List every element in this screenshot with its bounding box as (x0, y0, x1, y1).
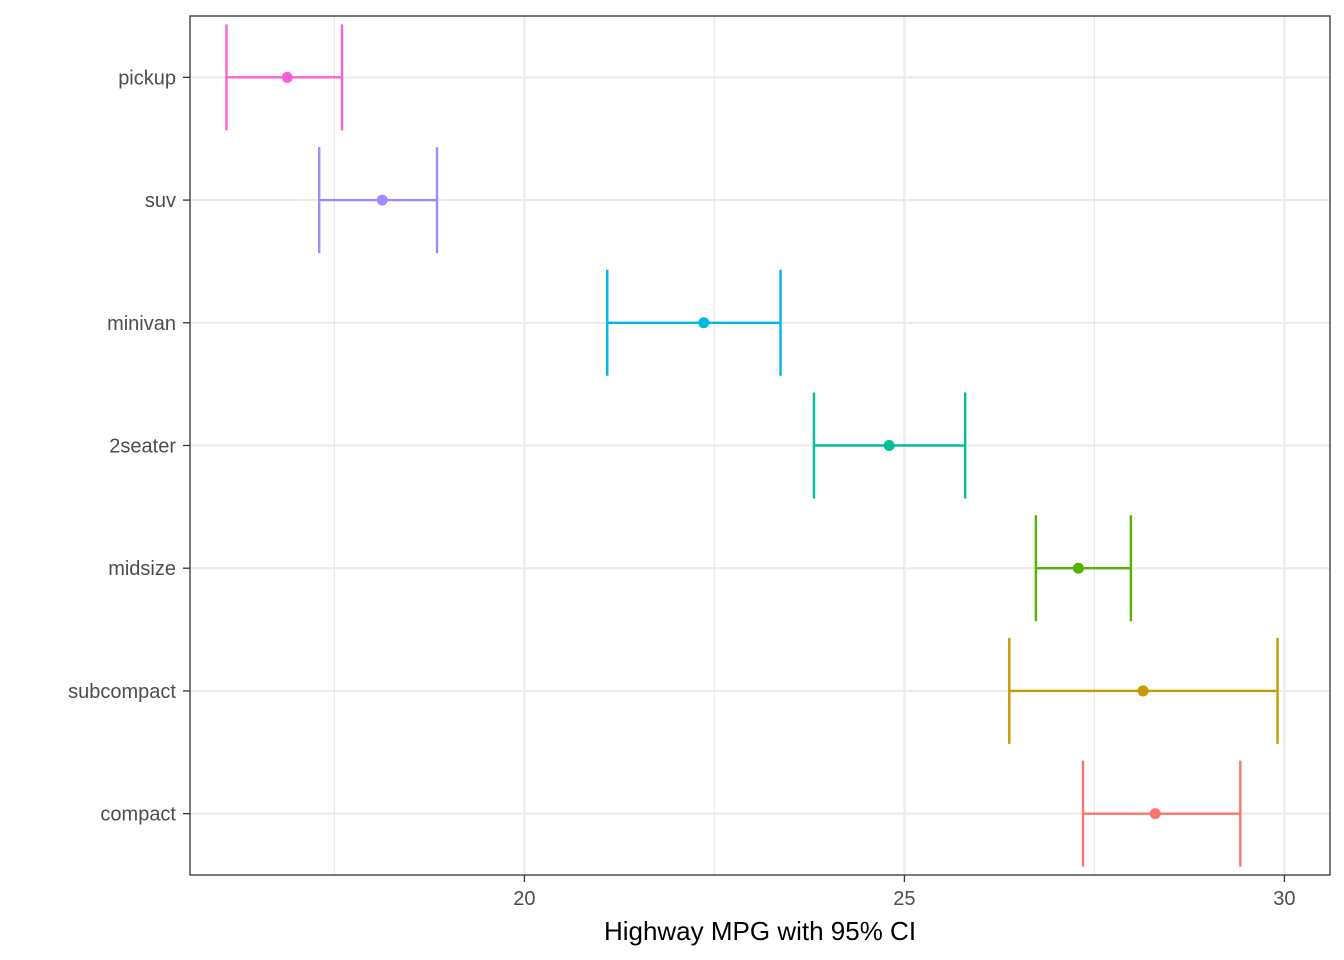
mean-point (1072, 562, 1084, 574)
mean-point (281, 71, 293, 83)
error-bar-suv (318, 147, 439, 254)
error-bar-compact (1081, 760, 1242, 867)
error-bar-midsize (1034, 515, 1133, 622)
mean-point (1137, 685, 1149, 697)
axes: compact subcompact midsize 2seater minivan su… (68, 67, 1295, 910)
y-tick-label: subcompact (68, 681, 176, 703)
y-tick-label: midsize (108, 558, 176, 580)
error-bar-subcompact (1008, 637, 1279, 744)
y-tick-label: suv (145, 190, 176, 212)
grid-lines (190, 16, 1330, 875)
mean-point (376, 194, 388, 206)
error-bars (225, 24, 1279, 867)
y-tick-label: compact (100, 804, 176, 826)
error-bar-pickup (225, 24, 344, 131)
mean-point (883, 440, 895, 451)
x-tick-label: 20 (513, 888, 535, 910)
x-tick-label: 30 (1273, 888, 1295, 910)
error-bar-2seater (812, 392, 967, 499)
x-axis-title: Highway MPG with 95% CI (604, 916, 916, 946)
y-tick-label: minivan (107, 313, 176, 335)
mean-point (698, 317, 710, 329)
mean-point (1149, 808, 1161, 820)
error-bar-minivan (606, 269, 782, 376)
y-tick-label: 2seater (109, 436, 176, 458)
x-tick-label: 25 (893, 888, 915, 910)
y-tick-label: pickup (118, 67, 176, 89)
